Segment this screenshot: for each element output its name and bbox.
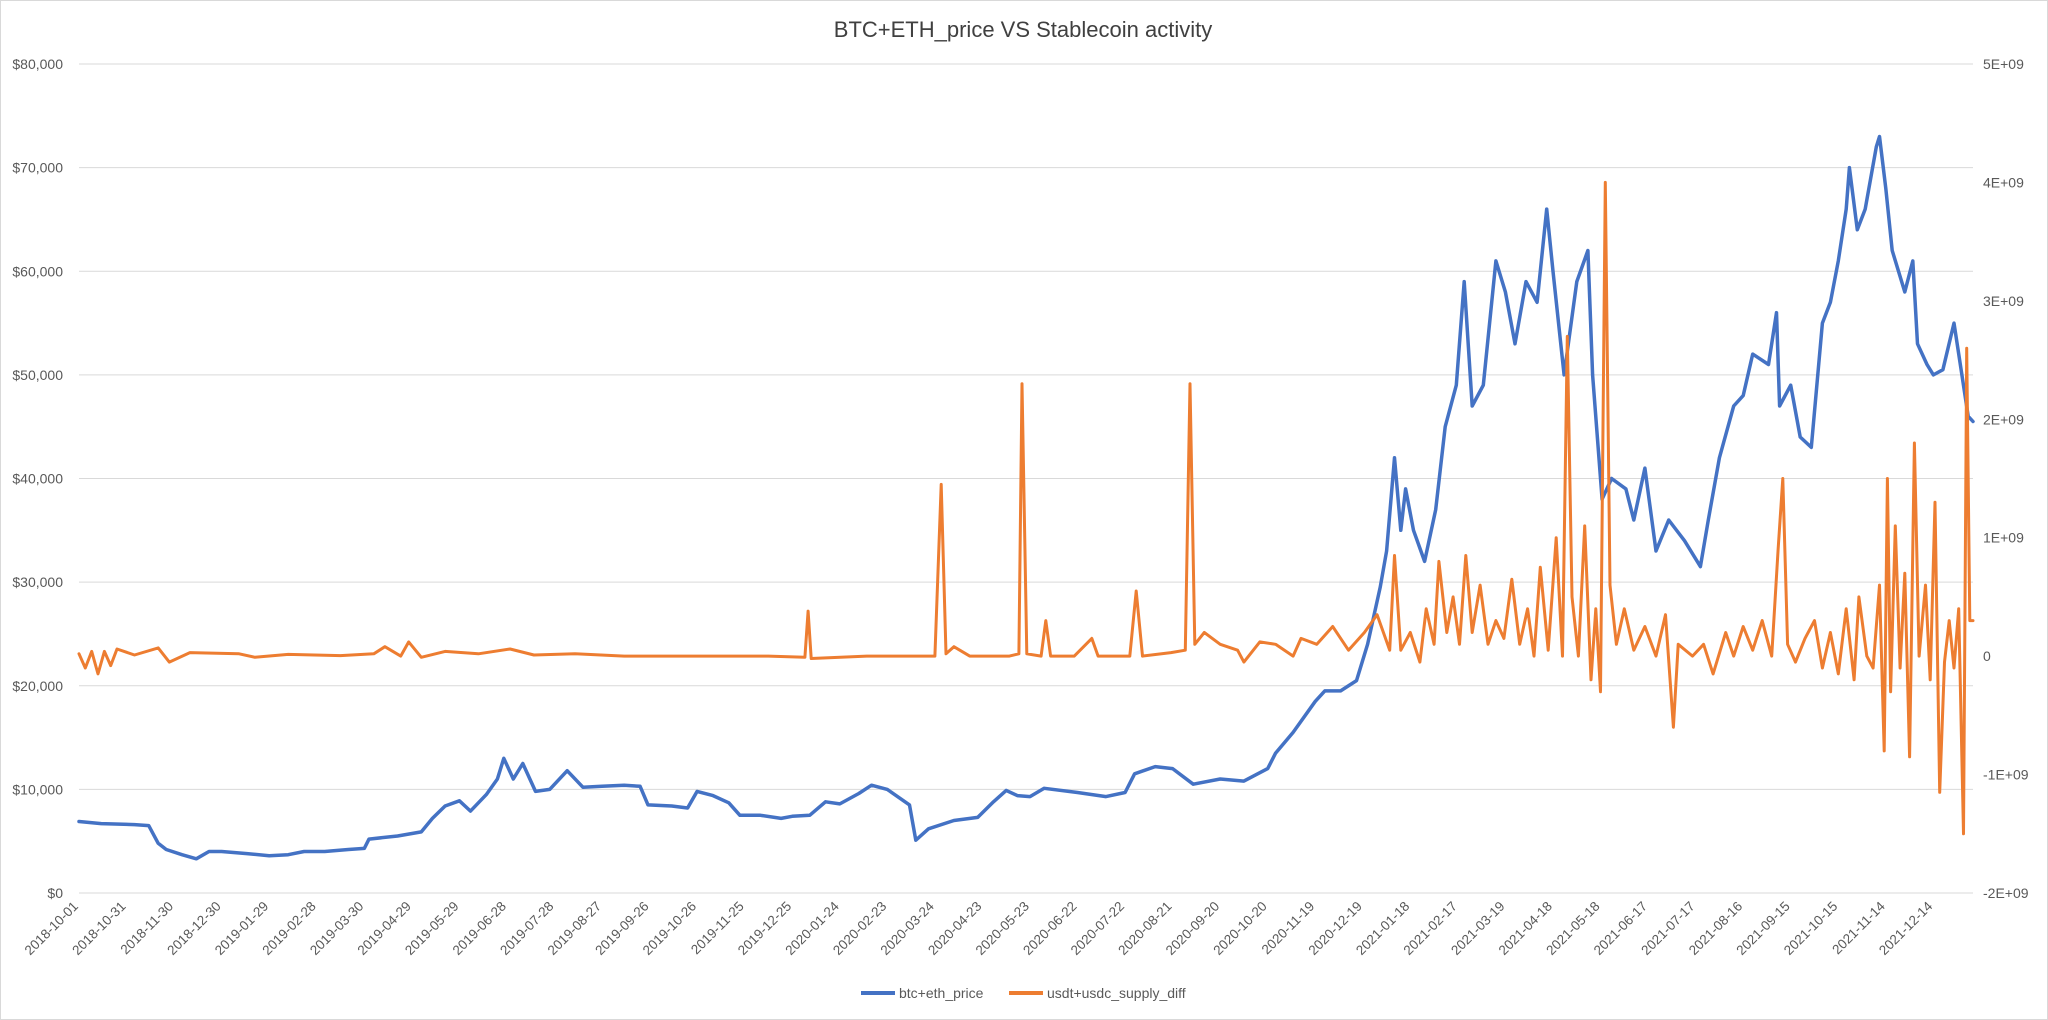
- legend-label: usdt+usdc_supply_diff: [1047, 985, 1186, 1001]
- y-tick-label: $50,000: [12, 367, 63, 383]
- chart-title: BTC+ETH_price VS Stablecoin activity: [834, 17, 1212, 42]
- y-tick-label: $0: [47, 885, 63, 901]
- y-tick-label: $20,000: [12, 678, 63, 694]
- y2-tick-label: 0: [1983, 648, 1991, 664]
- x-axis: 2018-10-012018-10-312018-11-302018-12-30…: [22, 898, 1936, 958]
- legend: btc+eth_price usdt+usdc_supply_diff: [861, 985, 1186, 1001]
- series-line-usdt-usdc-supply-diff: [77, 180, 1975, 836]
- series-line-btc-eth-price: [77, 134, 1975, 861]
- y-axis-right: -2E+09 -1E+09 0 1E+09 2E+09 3E+09 4E+09 5E+09: [1983, 56, 2029, 901]
- y-axis-left: $0 $10,000 $20,000 $30,000 $40,000 $50,000 $60…: [12, 56, 63, 901]
- plot-area: [77, 134, 1975, 861]
- y2-tick-label: 4E+09: [1983, 174, 2024, 190]
- y-tick-label: $40,000: [12, 471, 63, 487]
- legend-label: btc+eth_price: [899, 985, 984, 1001]
- y-tick-label: $70,000: [12, 160, 63, 176]
- y2-tick-label: -1E+09: [1983, 767, 2029, 783]
- y-tick-label: $30,000: [12, 574, 63, 590]
- y-tick-label: $10,000: [12, 781, 63, 797]
- y2-tick-label: 1E+09: [1983, 530, 2024, 546]
- y-tick-label: $60,000: [12, 263, 63, 279]
- y-tick-label: $80,000: [12, 56, 63, 72]
- y2-tick-label: 5E+09: [1983, 56, 2024, 72]
- y2-tick-label: 3E+09: [1983, 293, 2024, 309]
- y2-tick-label: -2E+09: [1983, 885, 2029, 901]
- y2-tick-label: 2E+09: [1983, 411, 2024, 427]
- gridlines: [79, 63, 1973, 894]
